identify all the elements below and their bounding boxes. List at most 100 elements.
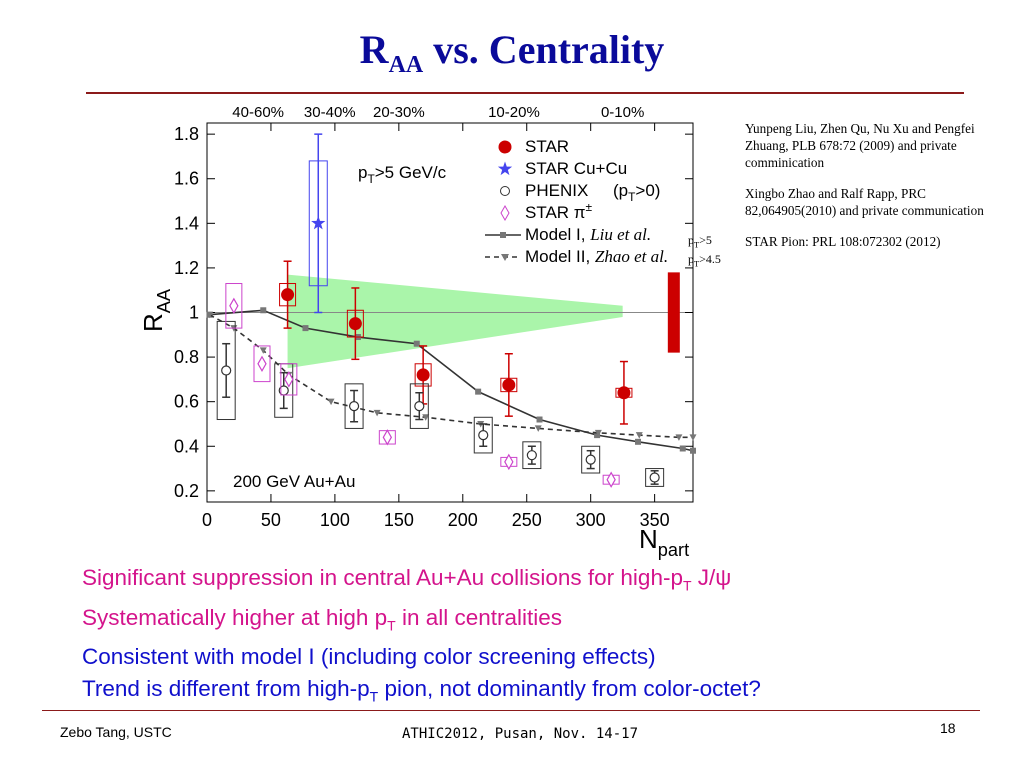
footer-divider (42, 710, 980, 711)
model-1-marker (536, 416, 543, 423)
star-cucu-point (311, 215, 326, 230)
star-pion-point (284, 371, 294, 388)
phenix-sys-box (473, 416, 493, 454)
legend-star-cucu-label: STAR Cu+Cu (525, 159, 627, 178)
model-2-marker (327, 398, 335, 406)
x-tick-label: 0 (202, 510, 212, 530)
phenix-point (414, 401, 425, 412)
x-tick-label: 300 (576, 510, 606, 530)
reference-liu: Yunpeng Liu, Zhen Qu, Nu Xu and Pengfei … (745, 121, 975, 170)
star-point (281, 288, 295, 302)
star-pion-point (229, 297, 239, 315)
model-1-marker (302, 325, 309, 332)
y-tick-label: 0.2 (174, 481, 199, 501)
phenix-point (478, 430, 489, 441)
model-2-pt-annotation: pT>4.5 (688, 252, 721, 269)
legend-phenix-note: (pT>0) (613, 181, 660, 204)
footer-conference: ATHIC2012, Pusan, Nov. 14-17 (402, 726, 639, 742)
model-1-marker (679, 445, 686, 452)
legend-model-1-label: Model I, Liu et al. (525, 225, 651, 244)
y-tick-label: 1.4 (174, 213, 199, 233)
top-axis-label: 0-10% (601, 104, 644, 121)
star-pion-point (606, 471, 616, 488)
model-2-marker (635, 432, 643, 439)
model-1-marker (260, 307, 267, 314)
top-axis-label: 10-20% (488, 104, 540, 121)
model-1-marker (690, 447, 696, 454)
y-tick-label: 0.6 (174, 392, 199, 412)
model-1-marker (475, 388, 482, 395)
model-1-marker (635, 438, 642, 445)
slide-title: RAA vs. Centrality (359, 27, 665, 78)
model-2-marker (259, 347, 267, 354)
system-annotation: 200 GeV Au+Au (233, 472, 355, 491)
bullet-list: Significant suppression in central Au+Au… (82, 562, 1002, 713)
legend-star-pion-label: STAR π± (525, 200, 593, 222)
x-axis-title: Npart (639, 524, 689, 560)
phenix-sys-box (645, 468, 665, 487)
x-tick-label: 200 (448, 510, 478, 530)
model-1-marker (413, 340, 420, 347)
phenix-point (348, 401, 360, 412)
star-pion-point (382, 429, 393, 446)
star-pion-sys-box (280, 363, 298, 396)
page-number: 18 (940, 720, 956, 736)
star-pion-sys-box (253, 345, 271, 383)
top-axis-label: 30-40% (304, 104, 356, 121)
y-axis-title: RAA (138, 288, 174, 332)
star-point (617, 386, 631, 400)
model-2-marker (373, 409, 381, 417)
star-point (502, 378, 516, 392)
y-tick-label: 0.4 (174, 436, 199, 456)
bullet-1: Significant suppression in central Au+Au… (82, 565, 732, 594)
uncertainty-band (287, 274, 623, 369)
star-pion-point (504, 453, 514, 471)
star-pion-sys-box (225, 283, 243, 329)
model-2-marker (206, 311, 214, 319)
phenix-sys-box (522, 441, 542, 470)
legend-star-marker (498, 140, 512, 154)
y-tick-label: 0.8 (174, 347, 199, 367)
bullet-3: Consistent with model I (including color… (82, 644, 656, 669)
y-tick-label: 1.6 (174, 169, 199, 189)
phenix-point (526, 450, 537, 461)
legend-star-pion-marker (500, 204, 510, 222)
y-tick-label: 1 (189, 303, 199, 323)
reference-zhao: Xingbo Zhao and Ralf Rapp, PRC 82,064905… (745, 186, 984, 218)
pt-cut-annotation: pT>5 GeV/c (358, 163, 447, 186)
phenix-point (221, 365, 232, 376)
phenix-point (649, 472, 660, 483)
x-tick-label: 150 (384, 510, 414, 530)
star-point (416, 368, 430, 382)
phenix-point (585, 454, 596, 465)
bullet-2: Systematically higher at high pT in all … (82, 604, 563, 634)
phenix-sys-box (409, 383, 429, 429)
model-2-marker (675, 434, 683, 441)
legend-star-cucu-marker (497, 161, 513, 176)
phenix-sys-box (344, 383, 364, 429)
star-point (348, 317, 362, 331)
star-pion-point (257, 355, 267, 372)
title-divider (86, 92, 964, 94)
x-tick-label: 50 (261, 510, 281, 530)
top-axis-label: 20-30% (373, 104, 425, 121)
model-2-marker (689, 434, 697, 441)
model-1-pt-annotation: pT>5 (688, 233, 712, 250)
x-tick-label: 100 (320, 510, 350, 530)
legend-model-2-label: Model II, Zhao et al. (525, 247, 668, 266)
footer-author: Zebo Tang, USTC (60, 724, 172, 740)
top-axis-label: 40-60% (232, 104, 284, 121)
x-tick-label: 350 (640, 510, 670, 530)
phenix-sys-box (581, 445, 601, 474)
y-tick-label: 1.2 (174, 258, 199, 278)
legend-star-label: STAR (525, 137, 569, 156)
legend-model-2-marker (501, 254, 509, 261)
legend-phenix-label: PHENIX (525, 181, 588, 200)
references: Yunpeng Liu, Zhen Qu, Nu Xu and Pengfei … (745, 120, 1010, 264)
model-2-marker (594, 429, 602, 437)
reference-star-pion: STAR Pion: PRL 108:072302 (2012) (745, 234, 941, 249)
normalization-box (667, 272, 680, 353)
x-tick-label: 250 (512, 510, 542, 530)
bullet-4: Trend is different from high-pT pion, no… (82, 676, 761, 705)
model-2-marker (422, 414, 430, 421)
